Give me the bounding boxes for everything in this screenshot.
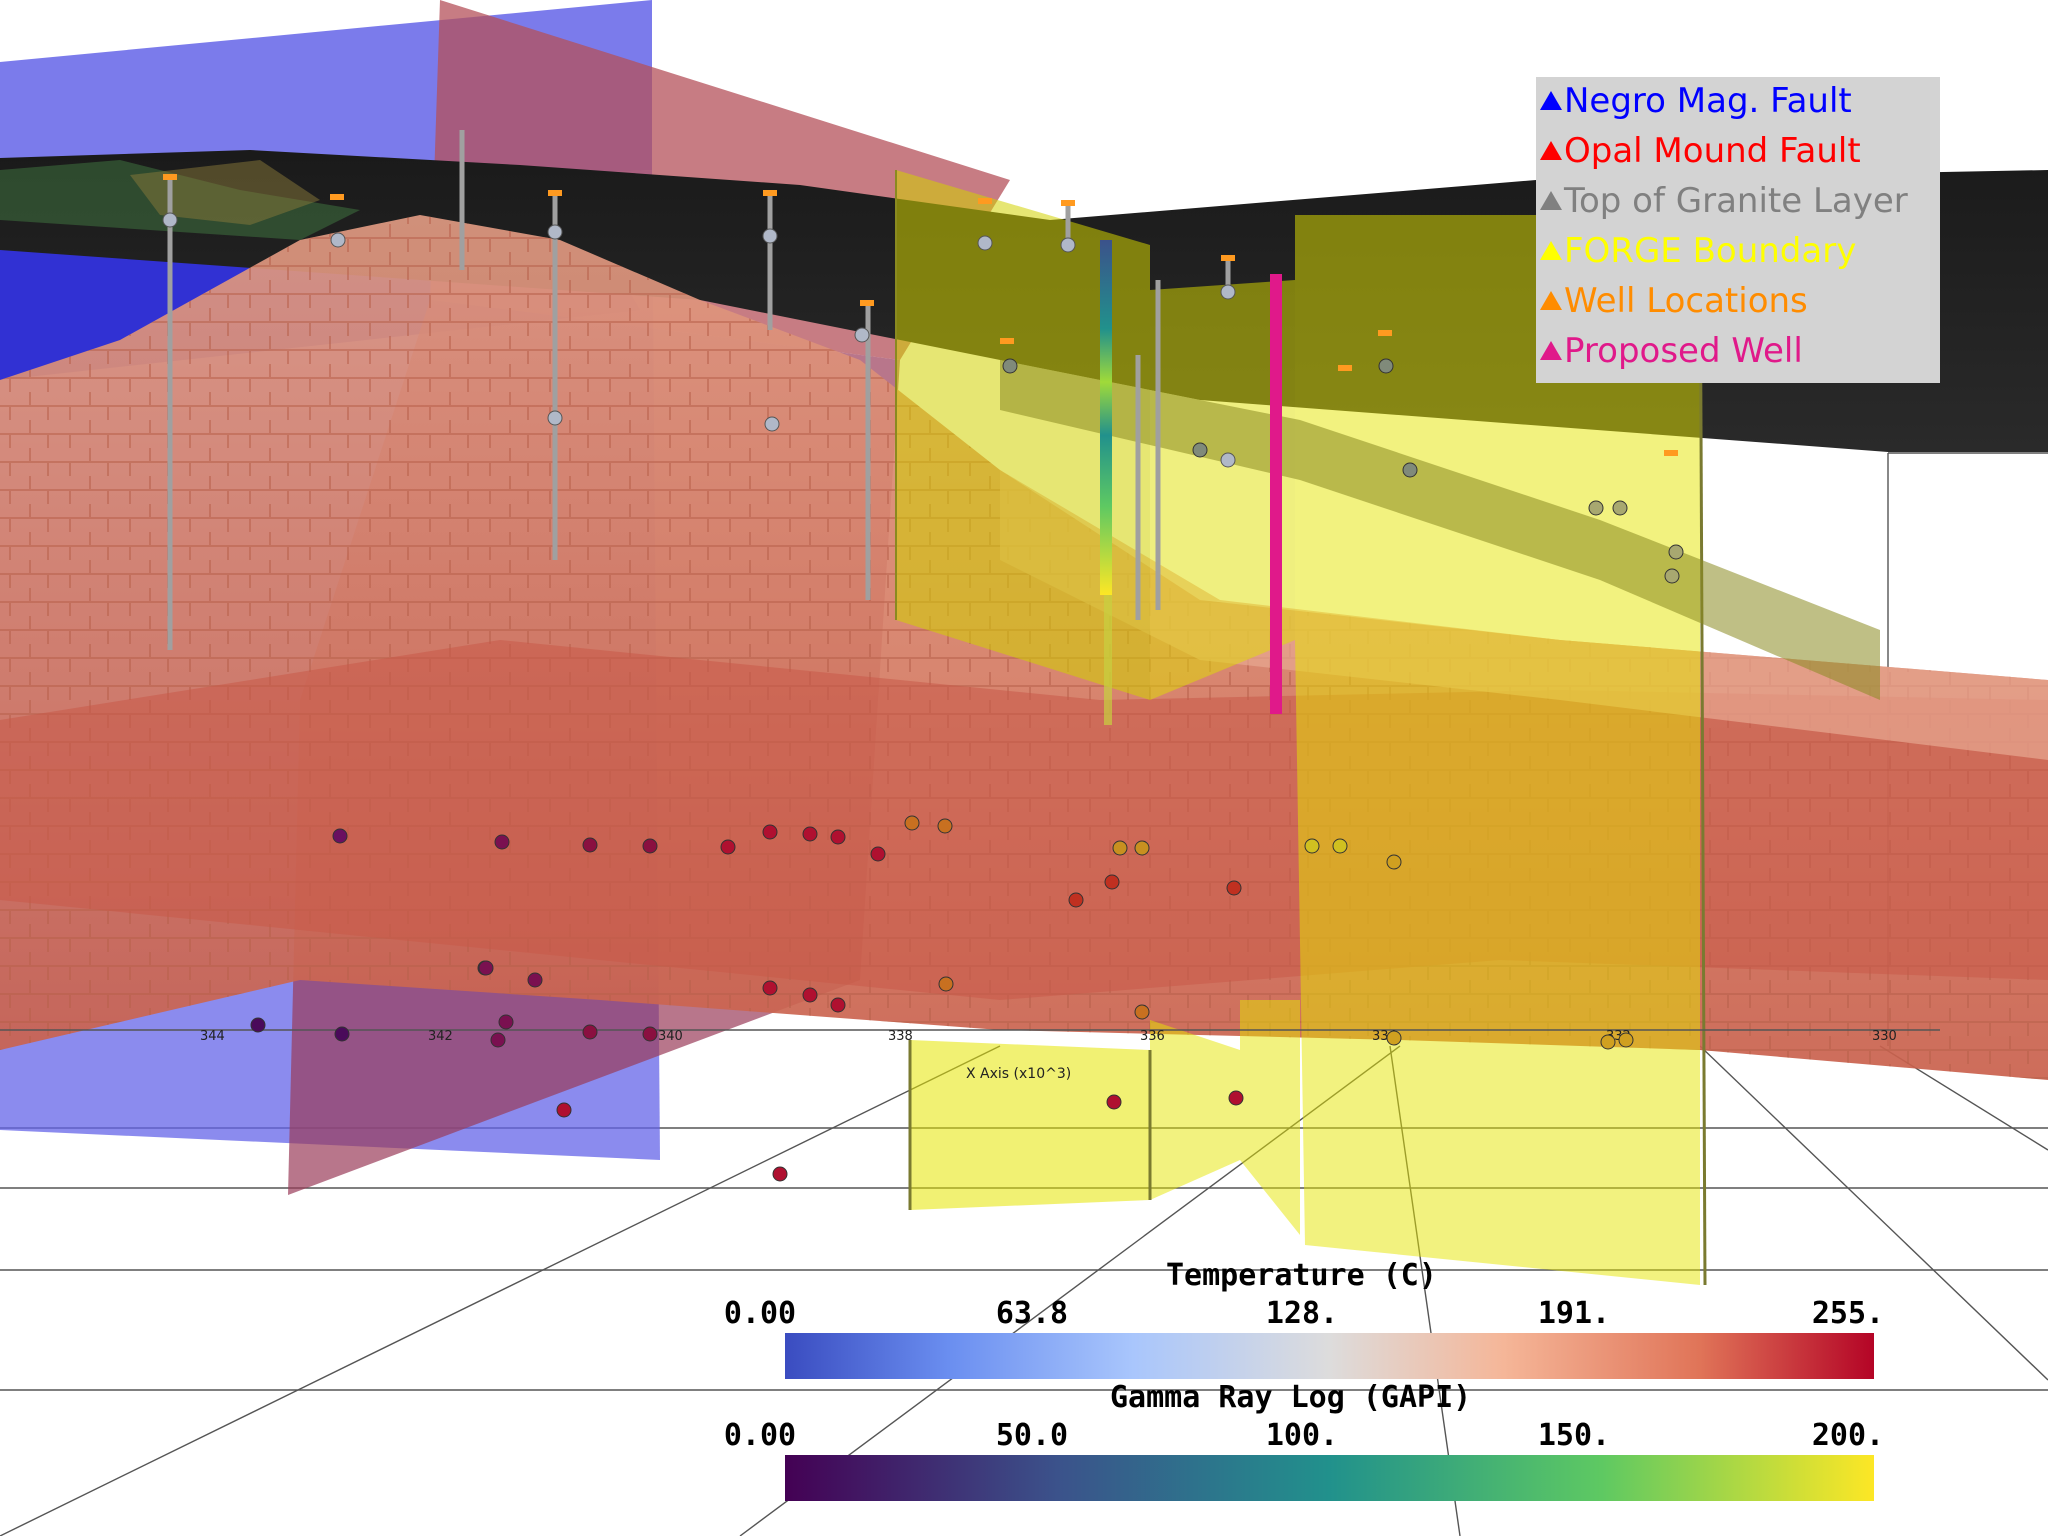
gamma-colorbar-title: Gamma Ray Log (GAPI) — [1110, 1380, 1472, 1415]
legend-label: FORGE Boundary — [1564, 231, 1857, 271]
temperature-tick-2: 128. — [1265, 1296, 1339, 1331]
x-axis-tick-338: 338 — [888, 1029, 913, 1044]
legend-item-well-locations[interactable]: Well Locations — [1540, 281, 1808, 321]
gamma-tick-1: 50.0 — [995, 1418, 1069, 1453]
legend-label: Opal Mound Fault — [1564, 131, 1861, 171]
x-axis-title: X Axis (x10^3) — [966, 1066, 1071, 1082]
triangle-icon — [1540, 241, 1562, 260]
legend-item-opal-mound-fault[interactable]: Opal Mound Fault — [1540, 131, 1861, 171]
gamma-tick-3: 150. — [1537, 1418, 1611, 1453]
gamma-colorbar — [785, 1455, 1874, 1501]
temperature-colorbar-title: Temperature (C) — [1166, 1258, 1437, 1293]
gamma-tick-4: 200. — [1811, 1418, 1885, 1453]
x-axis-tick-330: 330 — [1872, 1029, 1897, 1044]
gamma-ray-log-well — [1100, 240, 1112, 595]
x-axis-tick-344: 344 — [200, 1029, 225, 1044]
legend-label: Top of Granite Layer — [1564, 181, 1908, 221]
x-axis-tick-342: 342 — [428, 1029, 453, 1044]
gamma-tick-2: 100. — [1265, 1418, 1339, 1453]
legend-item-forge-boundary[interactable]: FORGE Boundary — [1540, 231, 1856, 271]
triangle-icon — [1540, 341, 1562, 360]
legend-item-proposed-well[interactable]: Proposed Well — [1540, 331, 1803, 371]
x-axis-tick-336: 336 — [1140, 1029, 1165, 1044]
temperature-colorbar — [785, 1333, 1874, 1379]
proposed-well — [1270, 274, 1282, 714]
legend-item-top-of-granite-layer[interactable]: Top of Granite Layer — [1540, 181, 1908, 221]
x-axis-tick-340: 340 — [658, 1029, 683, 1044]
well-locations — [162, 130, 1678, 650]
triangle-icon — [1540, 91, 1562, 110]
temperature-tick-0: 0.00 — [723, 1296, 797, 1331]
legend-label: Negro Mag. Fault — [1564, 81, 1852, 121]
temperature-tick-1: 63.8 — [995, 1296, 1069, 1331]
temperature-tick-3: 191. — [1537, 1296, 1611, 1331]
granite-fault-band — [1000, 360, 1880, 700]
legend-label: Proposed Well — [1564, 331, 1803, 371]
temperature-sample-points — [250, 358, 1684, 1182]
gamma-tick-0: 0.00 — [723, 1418, 797, 1453]
triangle-icon — [1540, 291, 1562, 310]
temperature-tick-4: 255. — [1811, 1296, 1885, 1331]
legend-panel: Negro Mag. Fault Opal Mound Fault Top of… — [1536, 77, 1940, 383]
triangle-icon — [1540, 141, 1562, 160]
triangle-icon — [1540, 191, 1562, 210]
gamma-ray-log-lower — [1104, 595, 1112, 725]
legend-item-negro-mag-fault[interactable]: Negro Mag. Fault — [1540, 81, 1852, 121]
legend-label: Well Locations — [1564, 281, 1808, 321]
